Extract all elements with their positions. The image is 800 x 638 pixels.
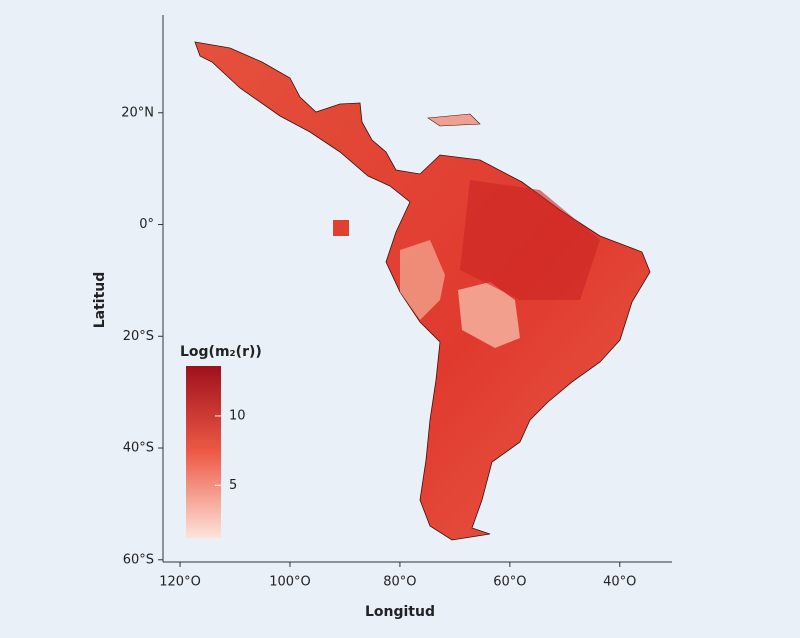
y-tick-label: 20°S [123,329,154,344]
andes-light [400,240,445,320]
colorbar: 5 10 [186,366,246,538]
x-tick-label: 100°O [269,575,311,590]
y-tick-label: 20°N [121,105,154,120]
x-tick-label: 60°O [493,575,526,590]
galapagos [333,220,349,236]
colorbar-bar [186,366,221,538]
y-tick-label: 40°S [123,441,154,456]
y-axis-label: Latitud [92,272,108,329]
caribbean [427,113,481,127]
colorbar-tick-label: 10 [229,408,246,423]
altiplano-light [458,282,520,348]
y-tick-label: 60°S [123,552,154,567]
colorbar-tick-label: 5 [229,478,237,493]
x-tick-label: 80°O [383,575,416,590]
map [194,41,651,541]
x-axis-label: Longitud [365,604,435,620]
x-tick-label: 40°O [603,575,636,590]
y-tick-label: 0° [139,217,154,232]
colorbar-title: Log(m₂(r)) [180,344,262,360]
amazon-dark [460,180,600,300]
x-tick-label: 120°O [159,575,201,590]
